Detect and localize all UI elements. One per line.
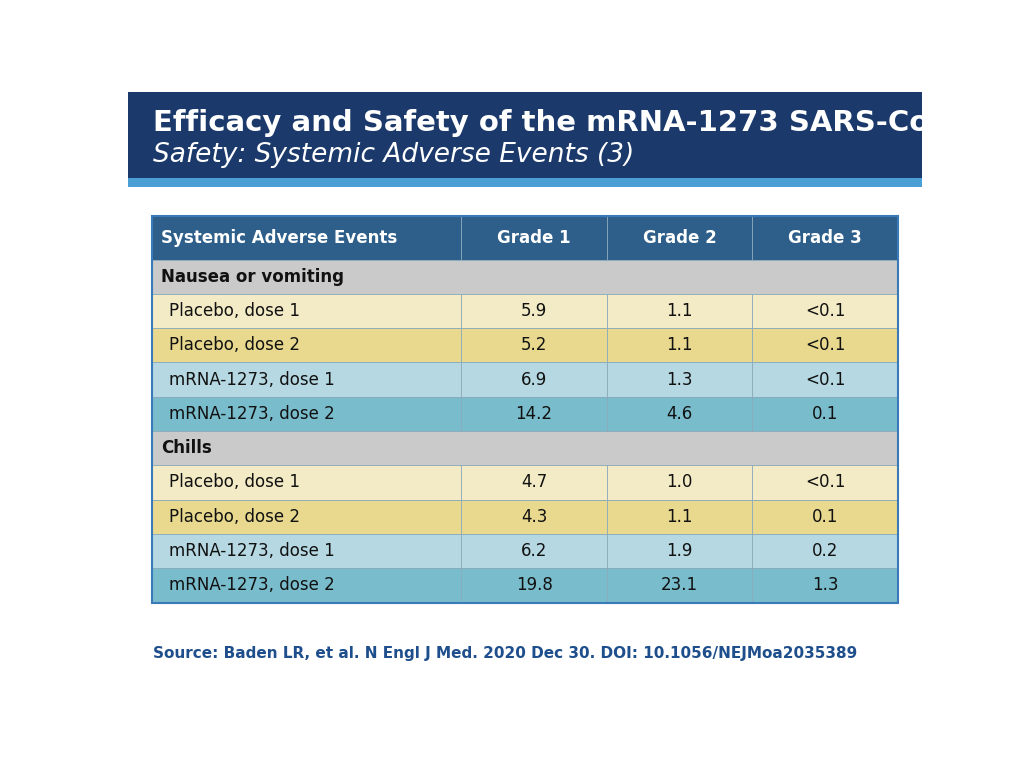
Bar <box>607 294 753 328</box>
Bar <box>152 362 462 397</box>
Text: <0.1: <0.1 <box>805 302 845 320</box>
Bar <box>462 217 607 260</box>
Text: Nausea or vomiting: Nausea or vomiting <box>162 268 344 286</box>
Bar <box>462 500 607 534</box>
Bar <box>753 217 898 260</box>
Text: 1.1: 1.1 <box>667 508 693 526</box>
Text: mRNA-1273, dose 1: mRNA-1273, dose 1 <box>169 542 335 560</box>
Text: 0.2: 0.2 <box>812 542 839 560</box>
Bar <box>753 294 898 328</box>
Text: <0.1: <0.1 <box>805 473 845 492</box>
Bar <box>753 328 898 362</box>
Bar <box>462 397 607 431</box>
Bar <box>462 294 607 328</box>
Bar <box>152 217 462 260</box>
Bar <box>128 178 922 187</box>
Bar <box>607 328 753 362</box>
Text: 5.2: 5.2 <box>521 336 547 354</box>
Bar <box>152 397 462 431</box>
Bar <box>462 465 607 500</box>
Bar <box>753 500 898 534</box>
Text: 23.1: 23.1 <box>662 576 698 594</box>
Bar <box>152 568 462 603</box>
Bar <box>607 568 753 603</box>
Text: 0.1: 0.1 <box>812 508 839 526</box>
Bar <box>152 217 898 603</box>
Text: 14.2: 14.2 <box>516 405 553 423</box>
Text: 1.0: 1.0 <box>667 473 693 492</box>
Text: 6.9: 6.9 <box>521 371 547 389</box>
Text: 6.2: 6.2 <box>521 542 547 560</box>
Text: Source: Baden LR, et al. N Engl J Med. 2020 Dec 30. DOI: 10.1056/NEJMoa2035389: Source: Baden LR, et al. N Engl J Med. 2… <box>154 646 858 661</box>
Text: mRNA-1273, dose 1: mRNA-1273, dose 1 <box>169 371 335 389</box>
Text: 1.3: 1.3 <box>667 371 693 389</box>
Bar <box>607 534 753 568</box>
Bar <box>753 397 898 431</box>
Text: Placebo, dose 1: Placebo, dose 1 <box>169 473 300 492</box>
Text: mRNA-1273, dose 2: mRNA-1273, dose 2 <box>169 576 335 594</box>
Text: <0.1: <0.1 <box>805 336 845 354</box>
Bar <box>152 500 462 534</box>
Text: Placebo, dose 2: Placebo, dose 2 <box>169 336 300 354</box>
Text: 0.1: 0.1 <box>812 405 839 423</box>
Bar <box>462 328 607 362</box>
Text: Efficacy and Safety of the mRNA-1273 SARS-CoV-2 Vaccine: Efficacy and Safety of the mRNA-1273 SAR… <box>154 109 1024 137</box>
Text: 4.3: 4.3 <box>521 508 547 526</box>
Bar <box>152 260 898 294</box>
Text: Grade 1: Grade 1 <box>498 229 571 247</box>
Bar <box>462 362 607 397</box>
Bar <box>607 465 753 500</box>
Text: mRNA-1273, dose 2: mRNA-1273, dose 2 <box>169 405 335 423</box>
Text: 1.1: 1.1 <box>667 336 693 354</box>
Bar <box>152 431 898 465</box>
Bar <box>753 362 898 397</box>
Text: 1.9: 1.9 <box>667 542 693 560</box>
Text: 5.9: 5.9 <box>521 302 547 320</box>
Text: Grade 3: Grade 3 <box>788 229 862 247</box>
Bar <box>607 397 753 431</box>
Text: Placebo, dose 2: Placebo, dose 2 <box>169 508 300 526</box>
Bar <box>753 534 898 568</box>
Text: Grade 2: Grade 2 <box>643 229 717 247</box>
Bar <box>152 294 462 328</box>
Text: Chills: Chills <box>162 439 212 457</box>
Bar <box>152 534 462 568</box>
Bar <box>152 328 462 362</box>
Text: <0.1: <0.1 <box>805 371 845 389</box>
Text: Safety: Systemic Adverse Events (3): Safety: Systemic Adverse Events (3) <box>154 142 635 168</box>
Bar <box>128 92 922 187</box>
Bar <box>607 500 753 534</box>
Text: Placebo, dose 1: Placebo, dose 1 <box>169 302 300 320</box>
Text: 19.8: 19.8 <box>516 576 553 594</box>
Bar <box>462 534 607 568</box>
Bar <box>753 465 898 500</box>
Text: 4.6: 4.6 <box>667 405 692 423</box>
Text: 4.7: 4.7 <box>521 473 547 492</box>
Text: Systemic Adverse Events: Systemic Adverse Events <box>162 229 397 247</box>
Bar <box>462 568 607 603</box>
Text: 1.3: 1.3 <box>812 576 839 594</box>
Text: 1.1: 1.1 <box>667 302 693 320</box>
Bar <box>753 568 898 603</box>
Bar <box>607 217 753 260</box>
Bar <box>152 465 462 500</box>
Bar <box>607 362 753 397</box>
